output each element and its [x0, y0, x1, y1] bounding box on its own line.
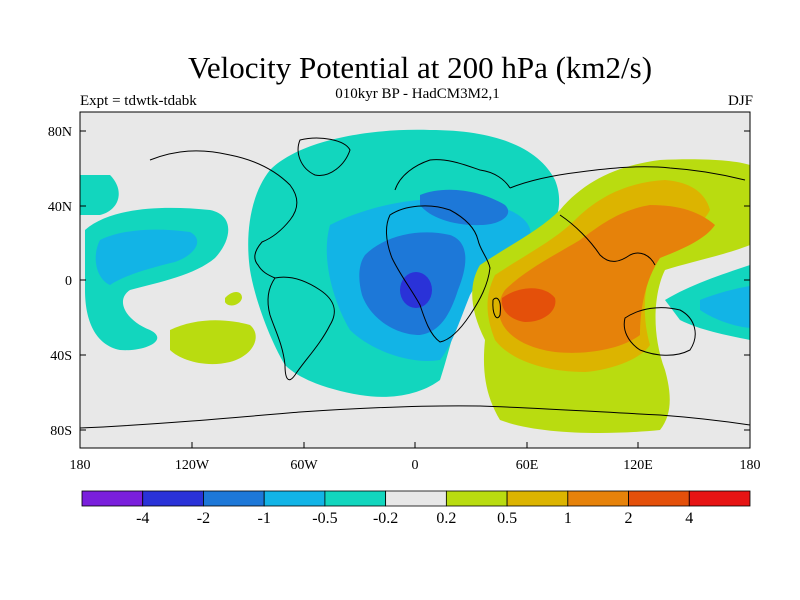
lat-label: 40S	[50, 349, 72, 364]
contour-neg-0.5-east	[700, 286, 750, 328]
lon-label: 0	[412, 458, 419, 473]
contour-pos-2	[501, 288, 556, 322]
colorbar-swatch	[385, 490, 447, 507]
colorbar-swatch	[567, 490, 629, 507]
map-title: Velocity Potential at 200 hPa (km2/s)	[187, 50, 653, 85]
lon-label: 180	[740, 458, 761, 473]
lon-label: 60E	[516, 458, 539, 473]
lon-label: 120W	[175, 458, 210, 473]
coast-europe	[394, 159, 511, 191]
colorbar-swatch	[324, 490, 387, 507]
colorbar-label: 1	[564, 510, 572, 527]
colorbar-label: -4	[136, 510, 149, 527]
contour-neg-2	[400, 272, 432, 308]
lat-label: 80N	[48, 125, 72, 140]
coastlines	[80, 137, 750, 429]
coast-greenland	[297, 137, 351, 176]
colorbar-label: -0.2	[373, 510, 398, 527]
coast-asia	[509, 166, 746, 266]
colorbar-label: 0.5	[497, 510, 517, 527]
contour-pos-0.2-west	[170, 320, 256, 365]
lat-label: 0	[65, 274, 72, 289]
colorbar-swatch	[203, 490, 265, 507]
lon-label: 180	[70, 458, 91, 473]
coast-south-america	[267, 276, 335, 381]
coast-north-america	[149, 150, 298, 279]
colorbar-label: 2	[625, 510, 633, 527]
colorbar-swatch	[445, 490, 508, 507]
contour-neg-0.2-west	[80, 175, 119, 215]
contour-neg-0.5-pacific	[95, 229, 198, 285]
contour-neg-1-north	[420, 189, 509, 226]
experiment-label: Expt = tdwtk-tdabk	[80, 93, 197, 109]
contour-pos-0.2-small	[225, 292, 242, 306]
colorbar-labels: -4 -2 -1 -0.5 -0.2 0.2 0.5 1 2 4	[136, 510, 693, 527]
colorbar-label: 0.2	[436, 510, 456, 527]
colorbar-swatch	[688, 490, 751, 507]
colorbar	[81, 490, 751, 507]
coast-australia	[623, 307, 696, 356]
colorbar-label: -1	[258, 510, 271, 527]
contour-pos-1	[499, 205, 715, 353]
colorbar-label: -2	[197, 510, 210, 527]
map-subtitle: 010kyr BP - HadCM3M2,1	[335, 86, 500, 102]
lon-ticks	[191, 442, 639, 448]
coast-madagascar	[492, 297, 501, 319]
lon-label: 120E	[623, 458, 653, 473]
colorbar-swatch	[142, 490, 204, 507]
lat-label: 40N	[48, 200, 72, 215]
colorbar-swatch	[263, 490, 326, 507]
colorbar-swatch	[506, 490, 569, 507]
colorbar-label: 4	[685, 510, 693, 527]
lat-ticks	[80, 130, 750, 431]
season-label: DJF	[727, 93, 753, 109]
coast-africa	[386, 205, 491, 343]
lon-label: 60W	[290, 458, 318, 473]
colorbar-swatch	[628, 490, 690, 507]
lat-label: 80S	[50, 424, 72, 439]
colorbar-label: -0.5	[312, 510, 337, 527]
colorbar-swatch	[81, 490, 144, 507]
contour-field	[80, 112, 750, 448]
coast-antarctica	[80, 405, 750, 429]
